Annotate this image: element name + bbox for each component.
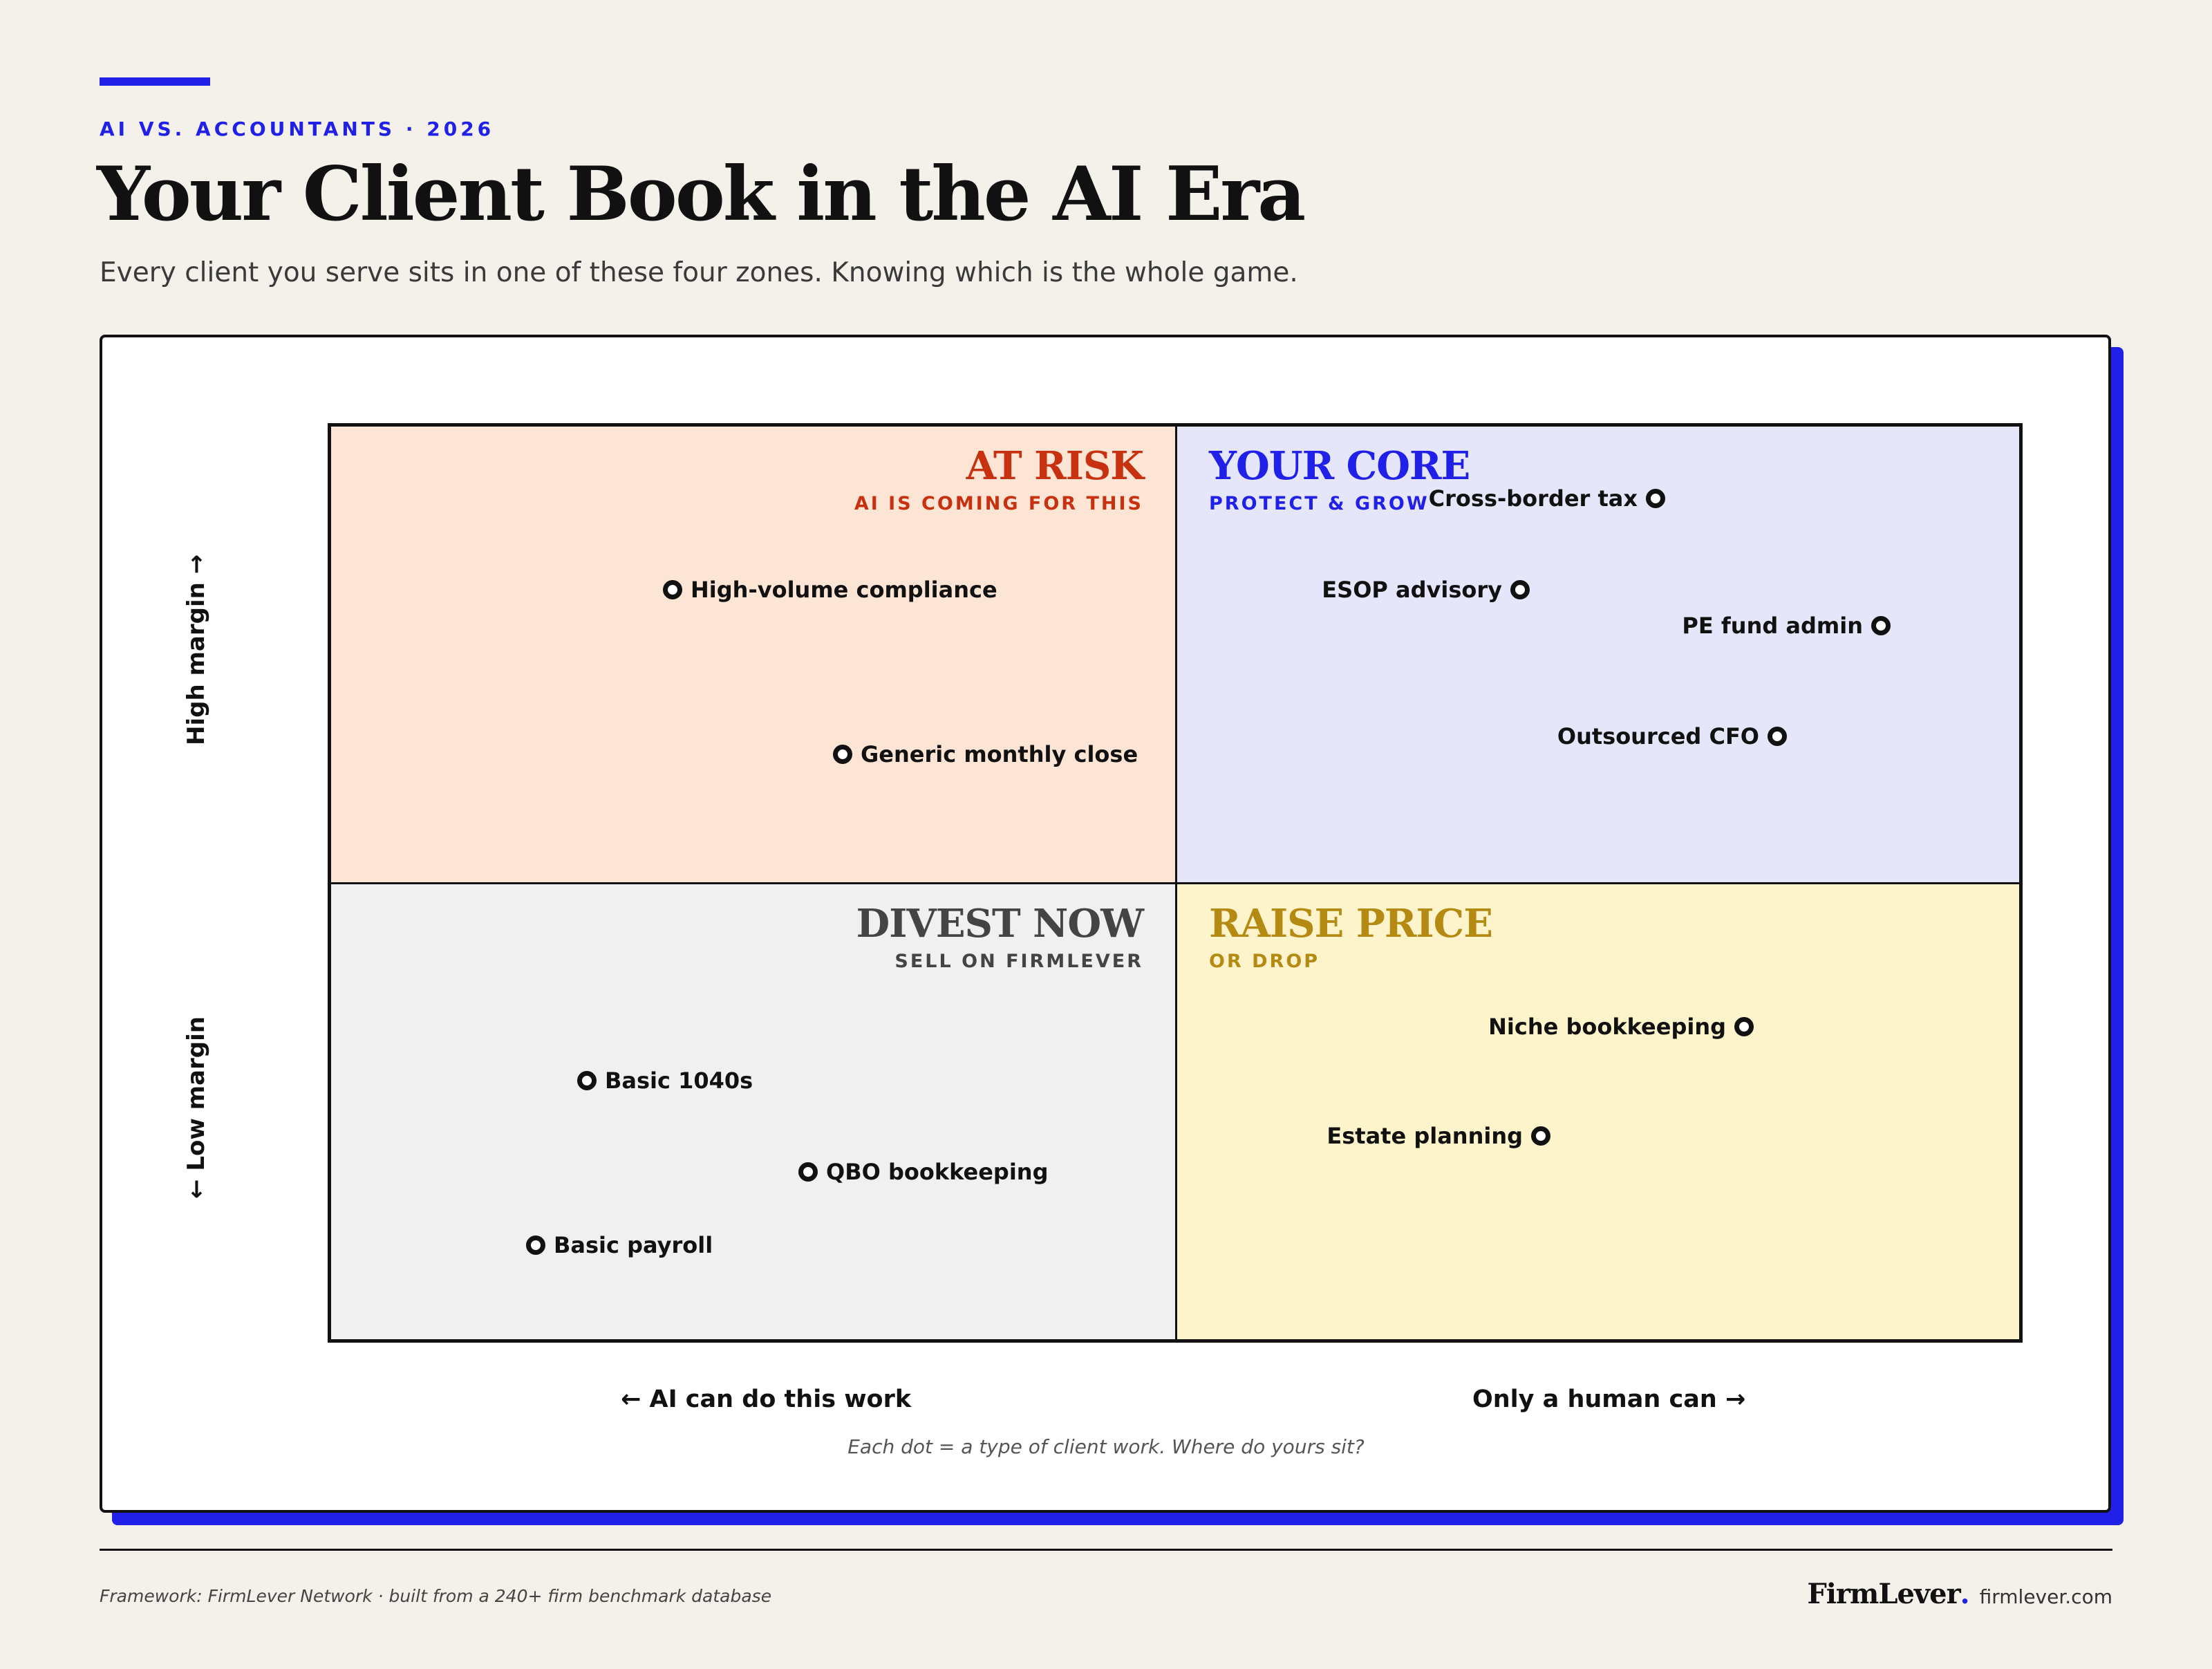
- quadrant-divest-now: DIVEST NOW SELL ON FIRMLEVER Basic 1040s…: [331, 884, 1177, 1339]
- quadrant-title-divest-now: DIVEST NOW: [856, 901, 1144, 947]
- dot-label: Cross-border tax: [1428, 485, 1638, 512]
- x-axis-right-label: Only a human can →: [1472, 1386, 1746, 1413]
- chart-note: Each dot = a type of client work. Where …: [847, 1435, 1365, 1458]
- dot-item-outsourced-cfo: Outsourced CFO: [1557, 723, 1787, 749]
- dot-item-basic-1040s: Basic 1040s: [577, 1067, 753, 1094]
- dot-label: Niche bookkeeping: [1488, 1014, 1726, 1040]
- dot-icon: [798, 1162, 818, 1182]
- brand-logo: FirmLever: [1807, 1578, 1960, 1610]
- dot-item-qbo-bookkeeping: QBO bookkeeping: [798, 1159, 1048, 1185]
- dot-label: Basic 1040s: [605, 1067, 753, 1094]
- quadrant-title-your-core: YOUR CORE: [1209, 443, 1470, 489]
- footer-credit: Framework: FirmLever Network · built fro…: [100, 1586, 772, 1606]
- dot-item-cross-border-tax: Cross-border tax: [1429, 485, 1665, 512]
- accent-bar: [100, 77, 210, 86]
- dot-icon: [577, 1071, 597, 1090]
- brand-logo-dot: .: [1960, 1578, 1970, 1610]
- quadrant-subtitle-raise-price: OR DROP: [1209, 951, 1320, 972]
- dot-item-pe-fund-admin: PE fund admin: [1682, 613, 1891, 639]
- dot-item-generic-monthly-close: Generic monthly close: [833, 741, 1138, 767]
- quadrant-title-at-risk: AT RISK: [966, 443, 1144, 489]
- dot-item-basic-payroll: Basic payroll: [526, 1232, 713, 1258]
- dot-icon: [1734, 1017, 1754, 1036]
- quadrant-title-raise-price: RAISE PRICE: [1209, 901, 1493, 947]
- dot-label: High-volume compliance: [691, 577, 997, 603]
- page-title: Your Client Book in the AI Era: [97, 151, 1306, 238]
- dot-label: Generic monthly close: [861, 741, 1138, 767]
- quadrant-subtitle-divest-now: SELL ON FIRMLEVER: [894, 951, 1143, 972]
- dot-item-estate-planning: Estate planning: [1327, 1123, 1550, 1149]
- dot-icon: [1646, 489, 1665, 508]
- dot-label: Outsourced CFO: [1557, 723, 1759, 749]
- dot-icon: [1768, 727, 1787, 746]
- quadrant-subtitle-at-risk: AI IS COMING FOR THIS: [854, 493, 1143, 514]
- dot-item-esop-advisory: ESOP advisory: [1322, 577, 1530, 603]
- dot-icon: [1510, 580, 1530, 599]
- dot-label: Estate planning: [1327, 1123, 1523, 1149]
- page-subtitle: Every client you serve sits in one of th…: [100, 257, 1298, 288]
- dot-icon: [1871, 616, 1891, 635]
- dot-label: ESOP advisory: [1322, 577, 1502, 603]
- quadrant-grid: AT RISK AI IS COMING FOR THIS High-volum…: [328, 423, 2023, 1343]
- dot-label: PE fund admin: [1682, 613, 1863, 639]
- dot-icon: [526, 1236, 545, 1255]
- y-axis-high-label: High margin →: [182, 554, 210, 745]
- y-axis-low-label: ← Low margin: [182, 1016, 210, 1199]
- quadrant-subtitle-your-core: PROTECT & GROW: [1209, 493, 1430, 514]
- quadrant-your-core: YOUR CORE PROTECT & GROW Cross-border ta…: [1177, 427, 2019, 884]
- footer-brand: FirmLever . firmlever.com: [1807, 1578, 2112, 1610]
- dot-item-high-volume-compliance: High-volume compliance: [663, 577, 997, 603]
- dot-item-niche-bookkeeping: Niche bookkeeping: [1488, 1014, 1754, 1040]
- kicker: AI VS. ACCOUNTANTS · 2026: [100, 118, 495, 140]
- dot-icon: [833, 745, 852, 764]
- dot-label: Basic payroll: [554, 1232, 713, 1258]
- x-axis-left-label: ← AI can do this work: [621, 1386, 912, 1413]
- site-link[interactable]: firmlever.com: [1979, 1585, 2112, 1608]
- dot-icon: [1531, 1126, 1550, 1146]
- quadrant-at-risk: AT RISK AI IS COMING FOR THIS High-volum…: [331, 427, 1177, 884]
- dot-icon: [663, 580, 682, 599]
- footer-divider: [100, 1549, 2112, 1551]
- dot-label: QBO bookkeeping: [826, 1159, 1049, 1185]
- quadrant-raise-price: RAISE PRICE OR DROP Niche bookkeeping Es…: [1177, 884, 2019, 1339]
